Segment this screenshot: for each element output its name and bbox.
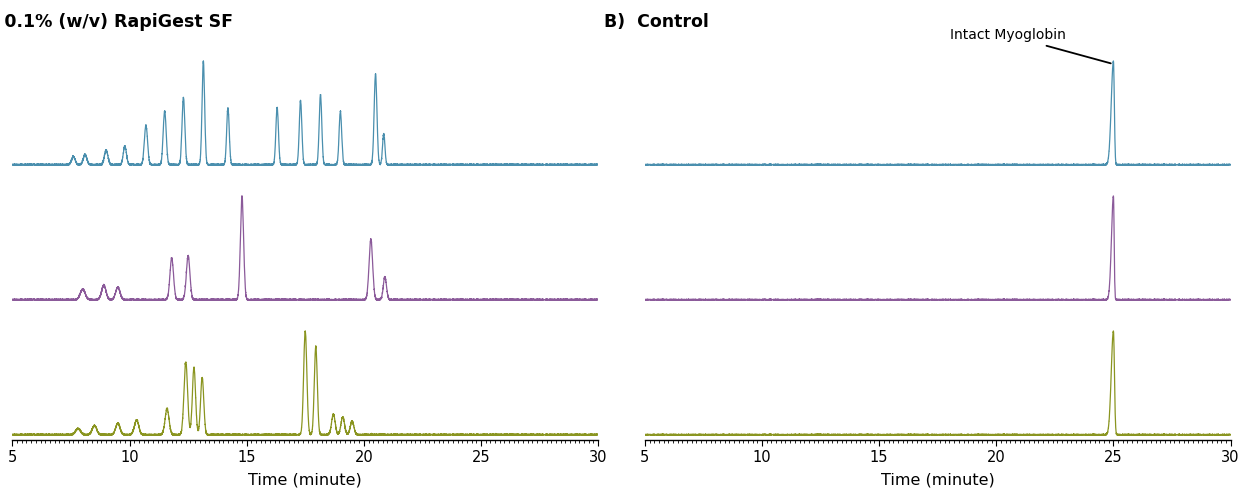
Text: B)  Control: B) Control [604,12,709,30]
Text: A)  0.1% (w/v) RapiGest SF: A) 0.1% (w/v) RapiGest SF [0,12,234,30]
X-axis label: Time (minute): Time (minute) [881,472,994,488]
X-axis label: Time (minute): Time (minute) [249,472,362,488]
Text: Intact Myoglobin: Intact Myoglobin [950,28,1111,64]
